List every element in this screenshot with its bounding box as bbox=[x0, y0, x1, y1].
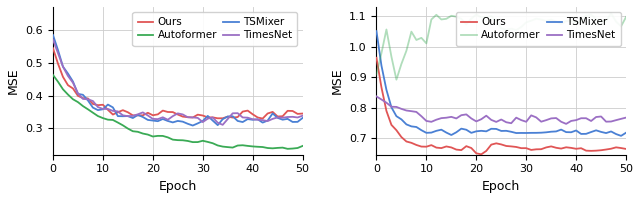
Y-axis label: MSE: MSE bbox=[330, 68, 344, 94]
TSMixer bbox=[104, 103, 112, 106]
Autoformer bbox=[294, 147, 301, 149]
Line: Autoformer: Autoformer bbox=[53, 75, 303, 149]
Legend: Ours, Autoformer, TSMixer, TimesNet: Ours, Autoformer, TSMixer, TimesNet bbox=[456, 12, 621, 46]
TimesNet bbox=[617, 118, 625, 120]
TSMixer bbox=[189, 124, 196, 127]
Ours bbox=[447, 146, 455, 149]
Autoformer bbox=[214, 144, 221, 147]
Autoformer bbox=[617, 25, 625, 28]
TimesNet bbox=[129, 115, 137, 117]
Y-axis label: MSE: MSE bbox=[7, 68, 20, 94]
Autoformer bbox=[458, 18, 465, 20]
Ours bbox=[428, 144, 435, 146]
TSMixer bbox=[617, 135, 625, 137]
Ours bbox=[299, 112, 307, 115]
Line: TimesNet: TimesNet bbox=[376, 96, 626, 124]
Autoformer bbox=[557, 23, 565, 25]
Autoformer bbox=[433, 14, 440, 16]
TSMixer bbox=[124, 115, 132, 117]
TimesNet bbox=[214, 122, 221, 124]
Autoformer bbox=[284, 148, 291, 150]
Legend: Ours, Autoformer, TSMixer, TimesNet: Ours, Autoformer, TSMixer, TimesNet bbox=[132, 12, 298, 46]
Autoformer bbox=[372, 73, 380, 76]
Line: Autoformer: Autoformer bbox=[376, 13, 626, 80]
TSMixer bbox=[612, 133, 620, 135]
TSMixer bbox=[622, 132, 630, 134]
Ours bbox=[104, 109, 112, 111]
Ours bbox=[372, 57, 380, 59]
Ours bbox=[49, 47, 57, 49]
Autoformer bbox=[452, 15, 460, 18]
Ours bbox=[622, 148, 630, 150]
Autoformer bbox=[49, 74, 57, 76]
Autoformer bbox=[104, 118, 112, 121]
TSMixer bbox=[219, 118, 227, 120]
Ours bbox=[259, 117, 266, 120]
TSMixer bbox=[552, 130, 560, 133]
Line: Ours: Ours bbox=[376, 58, 626, 154]
TimesNet bbox=[299, 115, 307, 117]
Autoformer bbox=[124, 127, 132, 130]
TSMixer bbox=[538, 131, 545, 134]
Autoformer bbox=[299, 145, 307, 147]
X-axis label: Epoch: Epoch bbox=[159, 180, 197, 193]
TSMixer bbox=[49, 34, 57, 36]
TSMixer bbox=[299, 117, 307, 119]
Ours bbox=[294, 113, 301, 115]
Line: TSMixer: TSMixer bbox=[376, 31, 626, 136]
TimesNet bbox=[563, 123, 570, 125]
TSMixer bbox=[452, 131, 460, 133]
Line: TimesNet: TimesNet bbox=[53, 40, 303, 125]
Ours bbox=[129, 114, 137, 117]
TSMixer bbox=[372, 30, 380, 32]
TimesNet bbox=[428, 121, 435, 123]
TimesNet bbox=[219, 124, 227, 126]
X-axis label: Epoch: Epoch bbox=[482, 180, 520, 193]
TimesNet bbox=[104, 108, 112, 110]
Ours bbox=[124, 111, 132, 113]
TimesNet bbox=[234, 112, 241, 114]
TimesNet bbox=[447, 116, 455, 118]
Autoformer bbox=[607, 12, 615, 15]
Autoformer bbox=[229, 146, 237, 149]
TSMixer bbox=[447, 134, 455, 136]
Autoformer bbox=[542, 20, 550, 22]
TSMixer bbox=[129, 117, 137, 119]
TSMixer bbox=[294, 121, 301, 123]
Ours bbox=[557, 147, 565, 150]
Ours bbox=[229, 116, 237, 119]
Ours bbox=[477, 153, 485, 156]
TimesNet bbox=[294, 116, 301, 119]
Autoformer bbox=[622, 16, 630, 18]
Line: Ours: Ours bbox=[53, 48, 303, 119]
TSMixer bbox=[234, 120, 241, 122]
Ours bbox=[617, 147, 625, 149]
TSMixer bbox=[428, 131, 435, 134]
TimesNet bbox=[49, 38, 57, 41]
Ours bbox=[542, 146, 550, 149]
TimesNet bbox=[452, 117, 460, 120]
Line: TSMixer: TSMixer bbox=[53, 35, 303, 126]
Ours bbox=[452, 148, 460, 151]
TimesNet bbox=[538, 120, 545, 123]
TimesNet bbox=[372, 95, 380, 98]
Autoformer bbox=[129, 130, 137, 132]
Ours bbox=[214, 117, 221, 119]
TimesNet bbox=[124, 115, 132, 117]
Autoformer bbox=[392, 78, 400, 81]
TimesNet bbox=[552, 117, 560, 119]
TimesNet bbox=[622, 116, 630, 119]
